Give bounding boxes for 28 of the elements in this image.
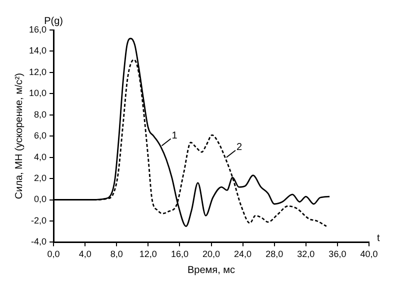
x-tick-label: 36,0 bbox=[328, 249, 346, 260]
y-tick-label: -2,0 bbox=[31, 215, 47, 226]
y-tick-label: 8,0 bbox=[34, 109, 47, 120]
y-tick-label: 6,0 bbox=[34, 130, 47, 141]
text: P(g) bbox=[44, 16, 63, 27]
y-tick-label: 0,0 bbox=[34, 194, 47, 204]
x-tick-label: 28,0 bbox=[266, 249, 284, 260]
annotation: 2 bbox=[236, 142, 242, 154]
text: t bbox=[377, 232, 380, 244]
y-tick-label: 4,0 bbox=[34, 152, 47, 162]
x-tick-label: 12,0 bbox=[139, 249, 157, 260]
x-tick-label: 4,0 bbox=[78, 249, 92, 260]
y-tick-label: -4,0 bbox=[31, 236, 47, 247]
y-tick-label: 2,0 bbox=[34, 173, 47, 184]
x-tick-label: 24,0 bbox=[234, 249, 252, 260]
x-tick-label: 20,0 bbox=[202, 249, 220, 260]
x-tick-label: 8,0 bbox=[110, 249, 123, 260]
y-axis-title: Сила, МН (ускорение, м/с²) bbox=[14, 73, 25, 200]
y-tick-label: 12,0 bbox=[28, 66, 47, 77]
annotation: 1 bbox=[172, 130, 178, 142]
x-tick-label: 16,0 bbox=[170, 249, 188, 260]
x-tick-label: 32,0 bbox=[297, 249, 315, 260]
x-axis-title: Время, мс bbox=[188, 264, 236, 276]
y-tick-label: 14,0 bbox=[28, 46, 47, 56]
x-tick-label: 40,0 bbox=[360, 249, 378, 260]
x-tick-label: 0,0 bbox=[47, 249, 60, 260]
y-tick-label: 16,0 bbox=[28, 24, 47, 34]
y-tick-label: 10,0 bbox=[28, 88, 47, 98]
